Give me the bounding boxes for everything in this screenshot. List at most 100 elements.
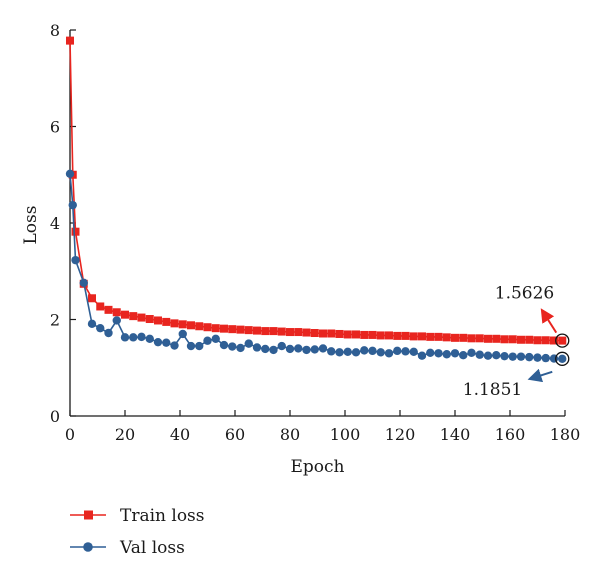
data-point-train-loss [343, 330, 352, 339]
data-point-val-loss [442, 350, 451, 359]
x-axis-title: Epoch [291, 457, 345, 477]
data-point-train-loss [244, 326, 253, 335]
data-point-val-loss [129, 333, 138, 342]
data-point-train-loss [492, 334, 501, 343]
data-point-train-loss [129, 312, 138, 321]
data-point-train-loss [475, 334, 484, 343]
data-point-train-loss [162, 317, 171, 326]
data-point-train-loss [170, 319, 179, 328]
data-point-train-loss [187, 321, 195, 330]
data-point-val-loss [459, 351, 468, 360]
x-tick-label: 80 [280, 425, 300, 444]
legend-label-val-loss: Val loss [119, 538, 185, 558]
data-point-val-loss [475, 350, 484, 359]
data-point-val-loss [467, 348, 476, 357]
data-point-train-loss [550, 336, 558, 345]
data-point-val-loss [203, 336, 212, 345]
data-point-train-loss [558, 336, 567, 345]
data-point-train-loss [393, 331, 402, 340]
y-tick-label: 4 [50, 214, 60, 233]
data-point-train-loss [484, 334, 492, 343]
x-tick-label: 60 [225, 425, 245, 444]
series-line-train-loss [69, 40, 563, 342]
x-tick-label: 40 [170, 425, 190, 444]
series-val-loss [65, 169, 567, 364]
data-point-train-loss [500, 335, 509, 344]
data-point-train-loss [368, 330, 377, 339]
annotation-ring-train-loss [555, 333, 570, 348]
data-point-val-loss [401, 347, 410, 356]
data-point-train-loss [294, 328, 303, 337]
data-point-train-loss [121, 310, 129, 319]
data-point-val-loss [376, 348, 385, 357]
data-point-train-loss [442, 333, 451, 342]
y-ticks: 0 2 4 6 8 [50, 21, 76, 426]
annotation-arrow-val-loss [527, 368, 553, 383]
data-point-train-loss [434, 332, 443, 341]
data-point-train-loss [525, 335, 534, 344]
data-point-val-loss [211, 334, 220, 343]
series-layer [65, 36, 567, 364]
data-point-val-loss [178, 329, 187, 339]
data-point-train-loss [88, 294, 96, 303]
data-point-train-loss [277, 327, 286, 336]
data-point-val-loss [351, 348, 361, 357]
data-point-train-loss [178, 320, 187, 329]
data-point-train-loss [467, 334, 476, 343]
data-point-val-loss [360, 346, 369, 355]
series-train-loss [66, 36, 567, 345]
data-point-train-loss [319, 329, 327, 338]
data-point-val-loss [236, 343, 245, 353]
x-tick-label: 180 [550, 425, 581, 444]
x-tick-label: 20 [115, 425, 135, 444]
data-point-train-loss [310, 329, 319, 338]
data-point-train-loss [360, 330, 369, 339]
annotation-label-val-loss: 1.1851 [463, 380, 522, 400]
data-point-train-loss [335, 329, 344, 338]
y-tick-label: 0 [50, 407, 60, 426]
data-point-train-loss [286, 328, 294, 337]
data-point-val-loss [343, 347, 352, 357]
legend: Train loss Val loss [70, 506, 205, 558]
legend-marker-train-loss [84, 510, 93, 520]
data-point-val-loss [65, 169, 75, 178]
data-point-val-loss [186, 341, 196, 351]
data-point-train-loss [203, 323, 212, 332]
data-point-train-loss [96, 302, 105, 311]
x-tick-label: 0 [65, 425, 75, 444]
data-point-train-loss [352, 330, 360, 339]
legend-label-train-loss: Train loss [120, 506, 205, 526]
legend-marker-val-loss [83, 542, 93, 552]
data-point-train-loss [66, 36, 74, 45]
data-point-val-loss [384, 349, 394, 358]
data-point-val-loss [228, 342, 237, 351]
data-point-val-loss [170, 341, 179, 350]
data-point-train-loss [228, 325, 237, 334]
data-point-val-loss [483, 351, 493, 360]
y-axis-title: Loss [21, 206, 41, 245]
data-point-val-loss [541, 353, 550, 363]
data-point-val-loss [327, 347, 336, 356]
data-point-val-loss [558, 354, 567, 364]
data-point-train-loss [195, 322, 204, 331]
annotation-layer: 1.5626 1.1851 [463, 284, 570, 400]
data-point-train-loss [104, 305, 113, 314]
data-point-val-loss [434, 349, 443, 358]
data-point-train-loss [112, 308, 121, 317]
data-point-train-loss [211, 324, 220, 333]
data-point-val-loss [318, 344, 328, 353]
legend-item-val-loss: Val loss [70, 538, 185, 558]
data-point-train-loss [533, 336, 542, 345]
data-point-val-loss [409, 347, 418, 357]
data-point-train-loss [327, 329, 336, 338]
x-tick-label: 120 [385, 425, 416, 444]
data-point-val-loss [368, 346, 377, 356]
data-point-train-loss [385, 331, 393, 340]
data-point-train-loss [236, 325, 245, 334]
data-point-train-loss [220, 324, 228, 333]
x-ticks: 0 20 40 60 80 100 120 140 160 180 [65, 410, 580, 444]
data-point-val-loss [500, 351, 509, 361]
data-point-val-loss [244, 339, 253, 348]
data-point-val-loss [79, 278, 88, 288]
